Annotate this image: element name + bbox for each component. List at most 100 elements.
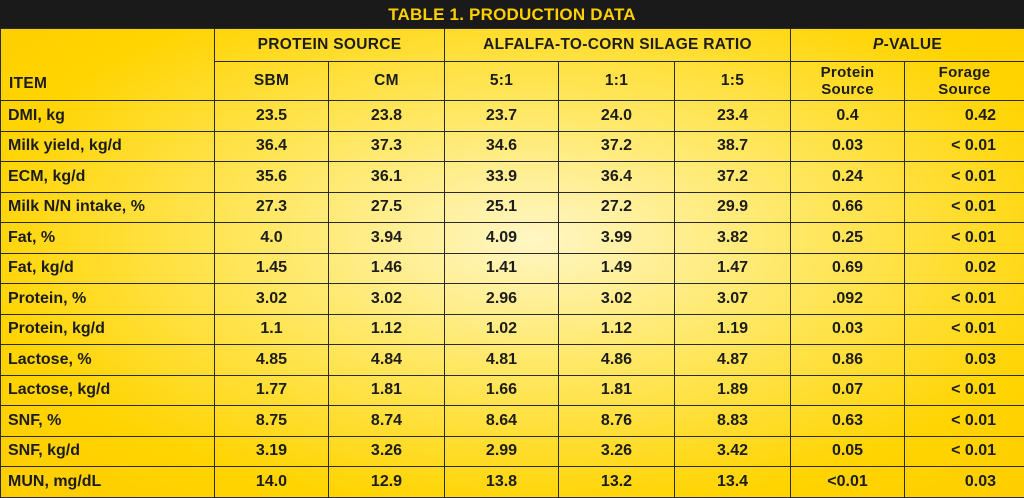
ratio-1-5-header: 1:5 [675, 62, 791, 101]
forage-source-pvalue-cell: < 0.01 [905, 162, 1024, 193]
ratio-1-1-cell: 3.02 [559, 284, 675, 315]
protein-source-header: PROTEIN SOURCE [215, 29, 445, 62]
item-cell: Protein, kg/d [1, 314, 215, 345]
ratio-1-1-cell: 1.49 [559, 253, 675, 284]
protein-source-pvalue-cell: <0.01 [791, 467, 905, 498]
protein-source-pvalue-cell: 0.63 [791, 406, 905, 437]
ratio-1-5-cell: 13.4 [675, 467, 791, 498]
ratio-1-5-cell: 4.87 [675, 345, 791, 376]
protein-source-pvalue-cell: 0.03 [791, 314, 905, 345]
ratio-5-1-cell: 1.02 [445, 314, 559, 345]
cm-cell: 1.46 [329, 253, 445, 284]
sbm-cell: 36.4 [215, 131, 329, 162]
cm-cell: 3.26 [329, 436, 445, 467]
cm-cell: 27.5 [329, 192, 445, 223]
p-value-suffix: -VALUE [884, 36, 942, 53]
ratio-1-1-cell: 4.86 [559, 345, 675, 376]
sbm-cell: 3.19 [215, 436, 329, 467]
cm-header: CM [329, 62, 445, 101]
ratio-1-1-header: 1:1 [559, 62, 675, 101]
protein-source-pvalue-cell: 0.4 [791, 101, 905, 132]
sbm-cell: 1.1 [215, 314, 329, 345]
ratio-5-1-cell: 2.99 [445, 436, 559, 467]
item-header: ITEM [1, 29, 215, 101]
protein-source-pvalue-cell: 0.24 [791, 162, 905, 193]
ratio-1-1-cell: 1.12 [559, 314, 675, 345]
protein-source-pvalue-cell: 0.07 [791, 375, 905, 406]
item-cell: DMI, kg [1, 101, 215, 132]
protein-source-pvalue-cell: 0.03 [791, 131, 905, 162]
ratio-5-1-header: 5:1 [445, 62, 559, 101]
cm-cell: 1.81 [329, 375, 445, 406]
ratio-1-1-cell: 3.99 [559, 223, 675, 254]
ratio-1-5-cell: 8.83 [675, 406, 791, 437]
ratio-5-1-cell: 33.9 [445, 162, 559, 193]
forage-source-pvalue-cell: 0.02 [905, 253, 1024, 284]
sbm-cell: 1.45 [215, 253, 329, 284]
pv-forage-line1: Forage [939, 64, 991, 81]
ratio-1-1-cell: 8.76 [559, 406, 675, 437]
forage-source-pvalue-cell: < 0.01 [905, 314, 1024, 345]
ratio-1-5-cell: 23.4 [675, 101, 791, 132]
protein-source-pvalue-header: Protein Source [791, 62, 905, 101]
cm-cell: 3.02 [329, 284, 445, 315]
item-cell: Protein, % [1, 284, 215, 315]
ratio-5-1-cell: 25.1 [445, 192, 559, 223]
item-cell: Fat, kg/d [1, 253, 215, 284]
protein-source-pvalue-cell: 0.86 [791, 345, 905, 376]
ratio-1-5-cell: 29.9 [675, 192, 791, 223]
cm-cell: 4.84 [329, 345, 445, 376]
forage-source-pvalue-cell: < 0.01 [905, 406, 1024, 437]
ratio-1-5-cell: 1.89 [675, 375, 791, 406]
silage-ratio-header: ALFALFA-TO-CORN SILAGE RATIO [445, 29, 791, 62]
cm-cell: 36.1 [329, 162, 445, 193]
ratio-1-5-cell: 37.2 [675, 162, 791, 193]
ratio-1-5-cell: 3.82 [675, 223, 791, 254]
forage-source-pvalue-cell: < 0.01 [905, 131, 1024, 162]
item-cell: Milk yield, kg/d [1, 131, 215, 162]
forage-source-pvalue-header: Forage Source [905, 62, 1024, 101]
table-title: TABLE 1. PRODUCTION DATA [0, 0, 1024, 28]
item-cell: MUN, mg/dL [1, 467, 215, 498]
forage-source-pvalue-cell: < 0.01 [905, 284, 1024, 315]
protein-source-pvalue-cell: 0.69 [791, 253, 905, 284]
item-cell: Lactose, kg/d [1, 375, 215, 406]
ratio-1-5-cell: 1.19 [675, 314, 791, 345]
ratio-1-1-cell: 37.2 [559, 131, 675, 162]
ratio-1-1-cell: 36.4 [559, 162, 675, 193]
protein-source-pvalue-cell: 0.66 [791, 192, 905, 223]
ratio-1-5-cell: 38.7 [675, 131, 791, 162]
ratio-1-1-cell: 13.2 [559, 467, 675, 498]
pv-protein-line1: Protein [821, 64, 875, 81]
sbm-cell: 4.0 [215, 223, 329, 254]
forage-source-pvalue-cell: < 0.01 [905, 436, 1024, 467]
forage-source-pvalue-cell: 0.03 [905, 467, 1024, 498]
sbm-cell: 8.75 [215, 406, 329, 437]
cm-cell: 1.12 [329, 314, 445, 345]
ratio-1-1-cell: 27.2 [559, 192, 675, 223]
cm-cell: 3.94 [329, 223, 445, 254]
item-cell: SNF, kg/d [1, 436, 215, 467]
ratio-5-1-cell: 2.96 [445, 284, 559, 315]
forage-source-pvalue-cell: < 0.01 [905, 375, 1024, 406]
p-letter: P [873, 36, 884, 53]
item-cell: SNF, % [1, 406, 215, 437]
ratio-1-1-cell: 24.0 [559, 101, 675, 132]
forage-source-pvalue-cell: < 0.01 [905, 192, 1024, 223]
pv-forage-line2: Source [938, 81, 991, 98]
ratio-1-1-cell: 3.26 [559, 436, 675, 467]
production-data-table: ITEM PROTEIN SOURCE ALFALFA-TO-CORN SILA… [0, 28, 1024, 498]
ratio-5-1-cell: 4.09 [445, 223, 559, 254]
sbm-cell: 23.5 [215, 101, 329, 132]
